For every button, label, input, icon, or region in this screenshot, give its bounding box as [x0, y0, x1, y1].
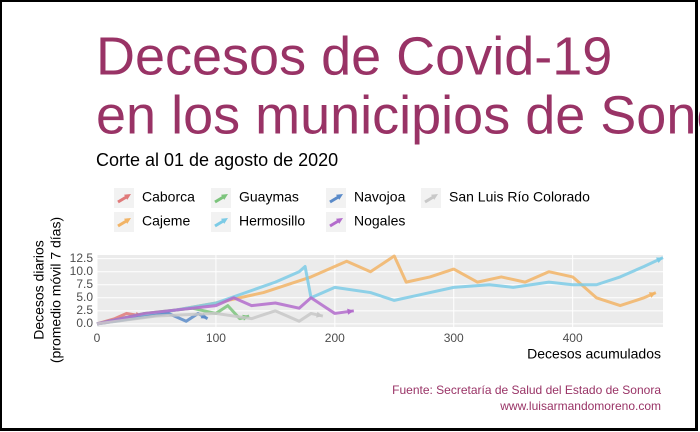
x-axis-label: Decesos acumulados [527, 346, 661, 362]
x-tick-label: 400 [563, 331, 583, 345]
y-axis-label: (promedio móvil 7 días) [48, 217, 64, 363]
legend-arrowhead [124, 194, 131, 200]
legend-label: Hermosillo [239, 213, 305, 229]
y-tick-label: 10.0 [70, 264, 94, 278]
x-tick-label: 200 [325, 331, 345, 345]
source: www.luisarmandomoreno.com [499, 399, 661, 413]
x-tick-label: 300 [444, 331, 464, 345]
legend-label: Navojoa [354, 189, 406, 205]
legend-label: Guaymas [239, 189, 299, 205]
series-line [96, 254, 657, 326]
legend-label: Caborca [142, 189, 195, 205]
arrowhead [648, 292, 656, 298]
x-tick-label: 100 [206, 331, 226, 345]
chart-title: en los municipios de Sonora [96, 85, 700, 145]
arrowhead [316, 311, 323, 318]
y-axis-label: Decesos diarios [31, 240, 47, 340]
y-tick-label: 5.0 [76, 290, 93, 304]
legend-arrowhead [221, 194, 228, 200]
legend-arrowhead [336, 218, 343, 224]
series-line [96, 256, 664, 326]
source: Fuente: Secretaría de Salud del Estado d… [392, 383, 661, 397]
legend-arrowhead [431, 194, 438, 200]
x-tick-label: 0 [94, 331, 101, 345]
arrowhead [200, 312, 208, 319]
chart-title: Decesos de Covid-19 [96, 26, 612, 86]
y-tick-label: 12.5 [70, 251, 94, 265]
y-tick-label: 7.5 [76, 277, 93, 291]
y-tick-label: 2.5 [76, 303, 93, 317]
legend-label: San Luis Río Colorado [449, 189, 590, 205]
y-tick-label: 0.0 [76, 316, 93, 330]
arrowhead [347, 308, 354, 315]
legend-label: Cajeme [142, 213, 190, 229]
series-line [96, 296, 355, 326]
arrowhead [656, 257, 663, 264]
legend-arrowhead [336, 194, 343, 200]
legend-arrowhead [124, 218, 131, 224]
legend-label: Nogales [354, 213, 405, 229]
series-line [96, 309, 324, 326]
legend-arrowhead [221, 218, 228, 224]
chart-subtitle: Corte al 01 de agosto de 2020 [96, 150, 338, 170]
